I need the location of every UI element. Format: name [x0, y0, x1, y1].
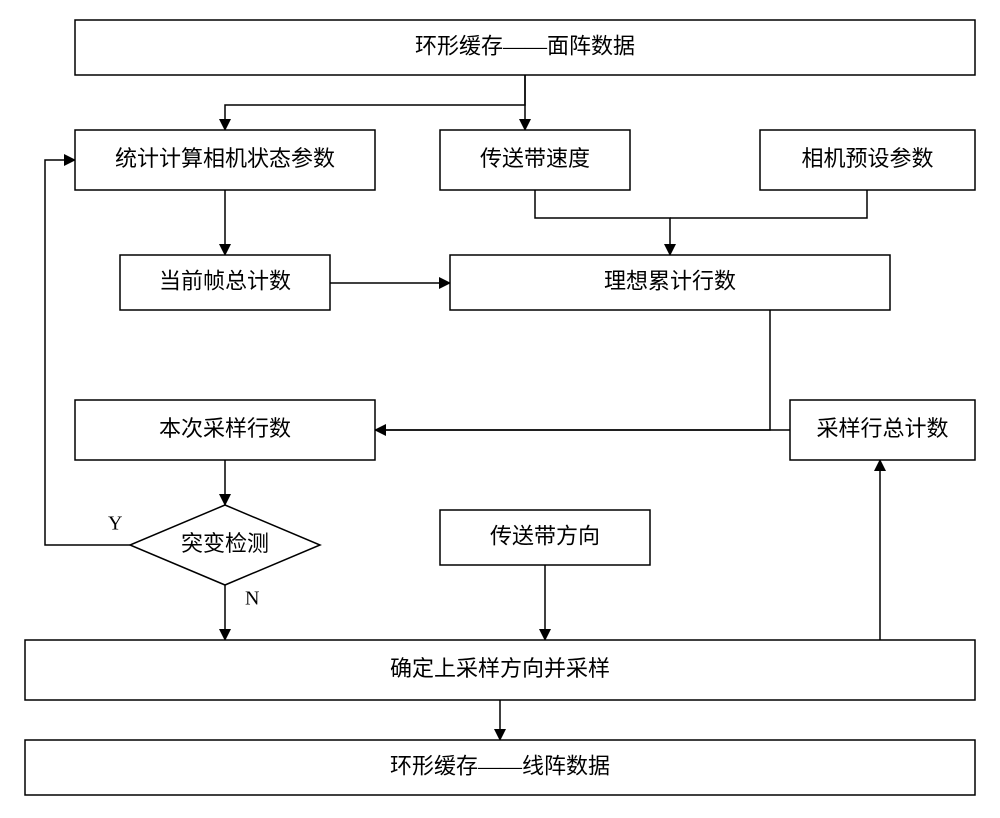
nodes-layer: 环形缓存——面阵数据统计计算相机状态参数 传送带速度 相机预设参数当前帧总计数 理想累… — [25, 20, 975, 795]
flowchart-canvas: N Y 环形缓存——面阵数据统计计算相机状态参数 传送带速度 相机预设参数当前帧总计数… — [0, 0, 1000, 818]
node-label: 环形缓存——线阵数据 — [390, 754, 610, 779]
node-label: 环形缓存——面阵数据 — [415, 34, 635, 59]
node-n_bottom: 环形缓存——线阵数据 — [25, 740, 975, 795]
edge-label: Y — [108, 513, 122, 535]
node-n_top: 环形缓存——面阵数据 — [75, 20, 975, 75]
node-n_frame_cnt: 当前帧总计数 — [120, 255, 330, 310]
edge-n_ideal_rows-to-n_sample_rows — [375, 310, 770, 430]
node-n_total_rows: 采样行总计数 — [790, 400, 975, 460]
edge-n_mutation-to-n_stats — [45, 160, 130, 545]
node-n_cam_preset: 相机预设参数 — [760, 130, 975, 190]
node-label: 传送带方向 — [490, 524, 600, 549]
node-label: 突变检测 — [181, 531, 269, 556]
node-n_stats: 统计计算相机状态参数 — [75, 130, 375, 190]
node-label: 本次采样行数 — [159, 416, 291, 441]
node-label: 当前帧总计数 — [159, 269, 291, 294]
node-n_ideal_rows: 理想累计行数 — [450, 255, 890, 310]
edge-n_top-to-n_stats — [225, 75, 525, 130]
node-label: 统计计算相机状态参数 — [115, 146, 335, 171]
node-label: 相机预设参数 — [801, 146, 933, 171]
node-n_upsample: 确定上采样方向并采样 — [25, 640, 975, 700]
node-n_belt_dir: 传送带方向 — [440, 510, 650, 565]
node-label: 理想累计行数 — [604, 269, 736, 294]
node-label: 确定上采样方向并采样 — [390, 656, 610, 681]
node-n_sample_rows: 本次采样行数 — [75, 400, 375, 460]
node-label: 传送带速度 — [480, 146, 590, 171]
node-label: 采样行总计数 — [816, 416, 948, 441]
edge-label: N — [245, 588, 259, 610]
edge-n_cam_preset-to-n_ideal_rows — [670, 190, 867, 218]
edge-n_belt_spd-to-n_ideal_rows — [535, 190, 670, 255]
node-n_mutation: 突变检测 — [130, 505, 320, 585]
node-n_belt_spd: 传送带速度 — [440, 130, 630, 190]
